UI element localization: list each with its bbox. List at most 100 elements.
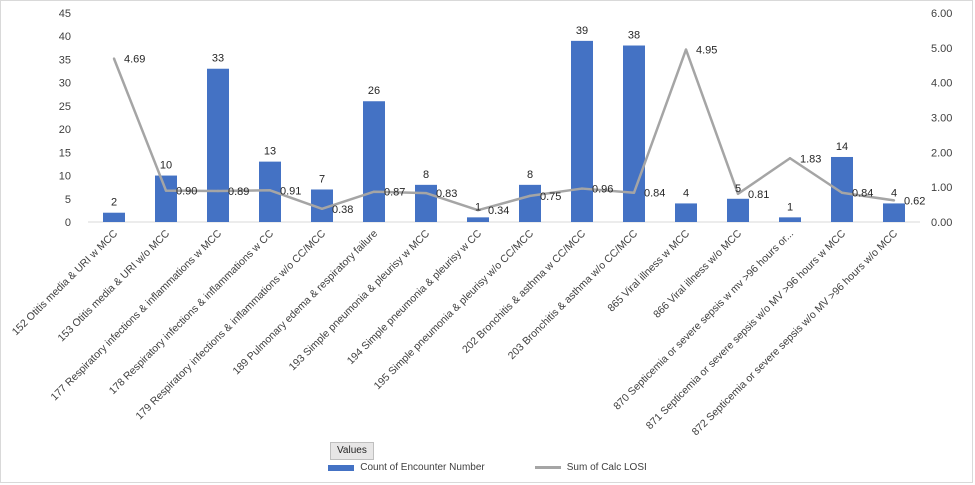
bar-data-label: 1 — [787, 201, 793, 213]
bar — [519, 184, 541, 222]
y-right-tick-label: 0.00 — [931, 217, 952, 229]
line-data-label: 0.38 — [332, 204, 353, 216]
line-point — [320, 207, 324, 210]
bar-data-label: 14 — [836, 141, 848, 153]
bar — [311, 189, 333, 222]
legend-swatch-line — [534, 466, 561, 469]
line-point — [372, 190, 376, 193]
bar — [259, 161, 281, 222]
y-right-tick-label: 5.00 — [931, 43, 952, 55]
line-point — [632, 191, 636, 194]
bar — [883, 203, 905, 222]
y-right-tick-label: 4.00 — [931, 78, 952, 90]
line-point — [892, 199, 896, 202]
bar-data-label: 1 — [475, 201, 481, 213]
bar-data-label: 38 — [628, 30, 640, 42]
y-right-tick-label: 6.00 — [931, 8, 952, 20]
category-label: 871 Septicemia or severe sepsis w/o MV >… — [644, 227, 849, 432]
line-data-label: 4.95 — [696, 45, 717, 57]
y-right-tick-label: 2.00 — [931, 147, 952, 159]
legend-label-bar: Count of Encounter Number — [360, 462, 485, 473]
bar — [675, 203, 697, 222]
line-data-label: 0.62 — [904, 195, 925, 207]
line-point — [528, 194, 532, 198]
line-point — [216, 189, 220, 193]
bar — [207, 68, 229, 222]
line-data-label: 0.90 — [176, 186, 197, 198]
legend-item-bar[interactable]: Count of Encounter Number — [328, 462, 485, 473]
values-field-button[interactable]: Values — [330, 442, 374, 460]
y-right-tick-label: 3.00 — [931, 113, 952, 125]
line-data-label: 4.69 — [124, 54, 145, 66]
legend-label-line: Sum of Calc LOSI — [566, 462, 647, 473]
bar — [103, 212, 125, 222]
line-data-label: 0.89 — [228, 186, 249, 198]
category-label: 179 Respiratory infections & inflammatio… — [134, 227, 329, 422]
y-left-tick-label: 0 — [65, 217, 71, 229]
y-left-tick-label: 25 — [59, 101, 71, 113]
bar — [415, 184, 437, 222]
bar-data-label: 39 — [576, 25, 588, 37]
line-data-label: 0.84 — [852, 188, 873, 200]
line-data-label: 0.84 — [644, 188, 665, 200]
y-left-tick-label: 15 — [59, 147, 71, 159]
bar-data-label: 33 — [212, 53, 224, 65]
category-label: 153 Otitis media & URI w/o MCC — [56, 227, 173, 344]
line-point — [580, 187, 584, 190]
line-data-label: 0.75 — [540, 191, 561, 203]
legend: Count of Encounter Number Sum of Calc LO… — [0, 462, 975, 473]
chart: 0510152025303540450.001.002.003.004.005.… — [10, 8, 953, 438]
bar — [571, 40, 593, 222]
category-label: 870 Septicemia or severe sepsis w mv >96… — [611, 228, 796, 413]
bar-data-label: 2 — [111, 197, 117, 209]
line-point — [736, 192, 740, 195]
legend-item-line[interactable]: Sum of Calc LOSI — [534, 462, 647, 473]
line-point — [268, 189, 272, 192]
line-point — [164, 189, 168, 192]
y-left-tick-label: 40 — [59, 31, 71, 43]
line-data-label: 0.83 — [436, 188, 457, 200]
line-series — [112, 48, 896, 212]
line-data-label: 0.96 — [592, 184, 613, 196]
bar-data-label: 13 — [264, 146, 276, 158]
bar — [727, 198, 749, 222]
line-data-label: 0.87 — [384, 187, 405, 199]
bar-data-label: 5 — [735, 183, 741, 195]
bar-series — [103, 40, 905, 223]
y-left-tick-label: 20 — [59, 124, 71, 136]
category-label: 866 Viral illness w/o MCC — [651, 227, 744, 320]
bar — [467, 217, 489, 222]
line-point — [684, 48, 688, 51]
bar-data-label: 8 — [527, 169, 533, 181]
bar-data-label: 4 — [683, 187, 689, 199]
line-point — [788, 157, 792, 160]
bar — [831, 156, 853, 222]
data-labels: 2 10 33 13 7 26 8 1 8 39 38 4 5 1 14 4 4.69 0.90 0.89 0.91 0… — [111, 25, 925, 217]
y-left-tick-label: 5 — [65, 194, 71, 206]
bar — [623, 45, 645, 223]
legend-swatch-bar — [328, 464, 355, 471]
y-left-tick-label: 10 — [59, 171, 71, 183]
bar — [363, 101, 385, 222]
y-left-tick-label: 45 — [59, 8, 71, 20]
line-data-label: 0.91 — [280, 185, 301, 197]
line-data-label: 1.83 — [800, 153, 821, 165]
bar-data-label: 4 — [891, 187, 897, 199]
y-left-tick-label: 30 — [59, 78, 71, 90]
line-point — [840, 191, 844, 194]
y-right-tick-label: 1.00 — [931, 182, 952, 194]
category-label: 152 Otitis media & URI w MCC — [10, 227, 121, 338]
bar-data-label: 10 — [160, 160, 172, 172]
bar-data-label: 26 — [368, 85, 380, 97]
bar-data-label: 8 — [423, 169, 429, 181]
line-path — [112, 48, 895, 212]
line-point — [112, 57, 116, 60]
bar — [779, 217, 801, 222]
line-data-label: 0.81 — [748, 189, 769, 201]
bar — [155, 175, 177, 222]
line-point — [424, 191, 428, 195]
y-left-tick-label: 35 — [59, 54, 71, 66]
line-point — [476, 208, 480, 212]
